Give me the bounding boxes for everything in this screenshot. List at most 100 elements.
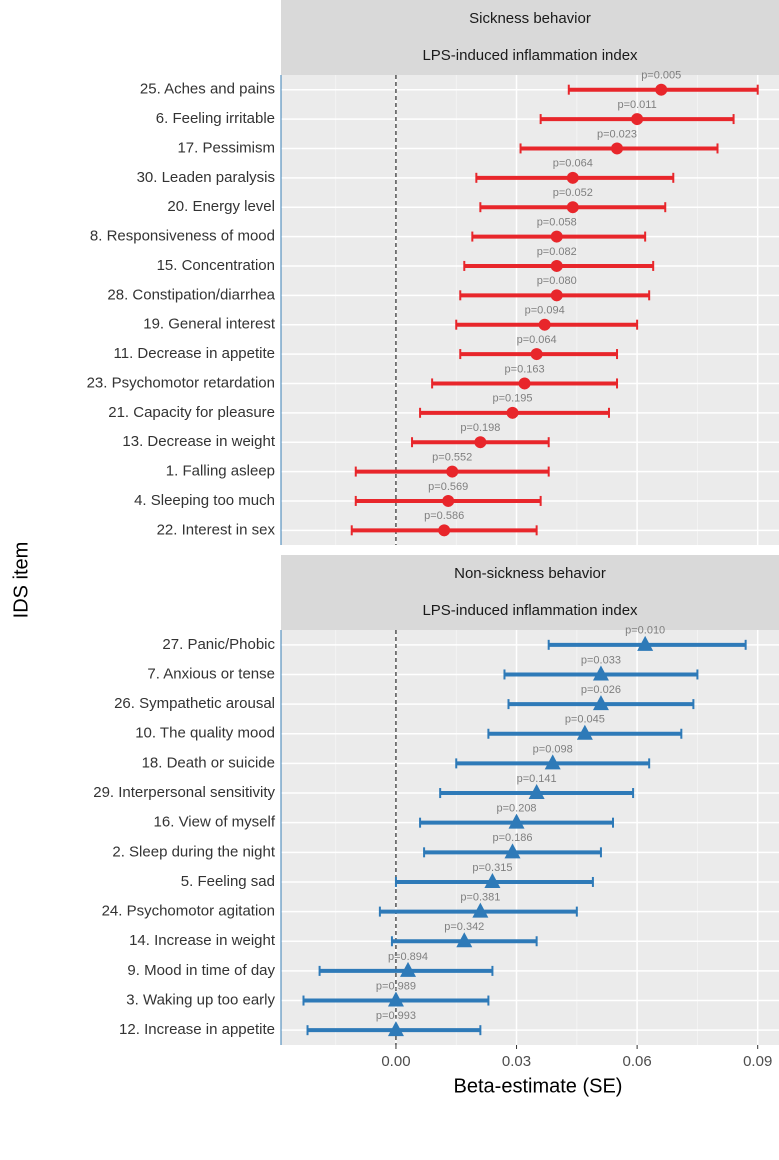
p-label: p=0.141: [517, 773, 557, 785]
x-tick-label: 0.09: [743, 1053, 772, 1070]
p-label: p=0.010: [625, 625, 665, 637]
point: [387, 991, 404, 1007]
strip-bg: [281, 0, 779, 75]
y-tick-label: 7. Anxious or tense: [147, 665, 275, 682]
x-tick-label: 0.03: [502, 1053, 531, 1070]
point: [442, 494, 455, 507]
y-tick-label: 11. Decrease in appetite: [114, 345, 276, 362]
y-tick-label: 19. General interest: [143, 316, 276, 333]
y-tick-label: 27. Panic/Phobic: [162, 636, 275, 653]
p-label: p=0.058: [537, 216, 577, 228]
x-tick-label: 0.06: [623, 1053, 652, 1070]
point: [592, 695, 609, 711]
p-label: p=0.045: [565, 714, 605, 726]
y-tick-label: 6. Feeling irritable: [156, 110, 275, 127]
point: [472, 902, 489, 918]
strip-label: LPS-induced inflammation index: [422, 47, 638, 64]
x-tick-label: 0.00: [381, 1053, 410, 1070]
p-label: p=0.208: [496, 803, 536, 815]
point: [438, 524, 451, 537]
point: [528, 784, 545, 800]
y-tick-label: 17. Pessimism: [177, 139, 275, 156]
strip-label: Non-sickness behavior: [454, 565, 606, 582]
y-tick-label: 29. Interpersonal sensitivity: [93, 784, 275, 801]
p-label: p=0.198: [460, 422, 500, 434]
p-label: p=0.005: [641, 70, 681, 82]
point: [550, 230, 563, 243]
p-label: p=0.163: [505, 363, 545, 375]
point: [538, 318, 551, 331]
y-tick-label: 8. Responsiveness of mood: [90, 228, 275, 245]
point: [550, 259, 563, 272]
p-label: p=0.342: [444, 921, 484, 933]
y-tick-label: 14. Increase in weight: [129, 932, 276, 949]
p-label: p=0.552: [432, 451, 472, 463]
point: [576, 724, 593, 740]
y-tick-label: 5. Feeling sad: [181, 873, 275, 890]
p-label: p=0.064: [517, 334, 557, 346]
point: [631, 113, 644, 126]
p-label: p=0.052: [553, 187, 593, 199]
strip-label: Sickness behavior: [469, 10, 591, 27]
p-label: p=0.011: [617, 99, 656, 111]
p-label: p=0.033: [581, 654, 621, 666]
y-tick-label: 16. View of myself: [154, 814, 276, 831]
y-tick-label: 28. Constipation/diarrhea: [107, 286, 275, 303]
panel-bg: [281, 75, 779, 545]
p-label: p=0.080: [537, 275, 577, 287]
point: [655, 83, 668, 96]
p-label: p=0.586: [424, 510, 464, 522]
point: [484, 872, 501, 888]
point: [611, 142, 624, 155]
p-label: p=0.315: [472, 862, 512, 874]
x-axis-label: Beta-estimate (SE): [454, 1075, 623, 1097]
point: [518, 377, 531, 390]
y-tick-label: 18. Death or suicide: [142, 754, 275, 771]
p-label: p=0.098: [533, 743, 573, 755]
point: [456, 932, 473, 948]
p-label: p=0.381: [460, 892, 500, 904]
point: [566, 201, 579, 214]
y-tick-label: 15. Concentration: [157, 257, 275, 274]
y-tick-label: 12. Increase in appetite: [119, 1021, 275, 1038]
p-label: p=0.993: [376, 1010, 416, 1022]
y-tick-label: 21. Capacity for pleasure: [108, 404, 275, 421]
y-tick-label: 22. Interest in sex: [157, 521, 276, 538]
y-tick-label: 2. Sleep during the night: [112, 843, 275, 860]
y-tick-label: 1. Falling asleep: [166, 463, 275, 480]
y-tick-label: 26. Sympathetic arousal: [114, 695, 275, 712]
p-label: p=0.064: [553, 158, 593, 170]
p-label: p=0.026: [581, 684, 621, 696]
p-label: p=0.989: [376, 980, 416, 992]
y-tick-label: 10. The quality mood: [135, 725, 275, 742]
strip-label: LPS-induced inflammation index: [422, 602, 638, 619]
y-tick-label: 13. Decrease in weight: [122, 433, 275, 450]
point: [550, 289, 563, 302]
point: [474, 436, 487, 449]
point: [400, 961, 417, 977]
p-label: p=0.569: [428, 481, 468, 493]
panel-bg: [281, 630, 779, 1045]
p-label: p=0.023: [597, 128, 637, 140]
y-tick-label: 4. Sleeping too much: [134, 492, 275, 509]
p-label: p=0.186: [492, 832, 532, 844]
y-axis-label: IDS item: [10, 542, 32, 619]
strip-bg: [281, 555, 779, 630]
p-label: p=0.094: [525, 305, 565, 317]
y-tick-label: 20. Energy level: [167, 198, 275, 215]
point: [592, 665, 609, 681]
point: [566, 171, 579, 184]
point: [544, 754, 561, 770]
point: [387, 1021, 404, 1037]
point: [506, 406, 519, 419]
p-label: p=0.082: [537, 246, 577, 258]
y-tick-label: 3. Waking up too early: [126, 992, 275, 1009]
y-tick-label: 9. Mood in time of day: [127, 962, 275, 979]
point: [504, 843, 521, 859]
point: [508, 813, 525, 829]
y-tick-label: 30. Leaden paralysis: [137, 169, 275, 186]
y-tick-label: 25. Aches and pains: [140, 81, 275, 98]
p-label: p=0.195: [492, 393, 532, 405]
point: [446, 465, 459, 478]
